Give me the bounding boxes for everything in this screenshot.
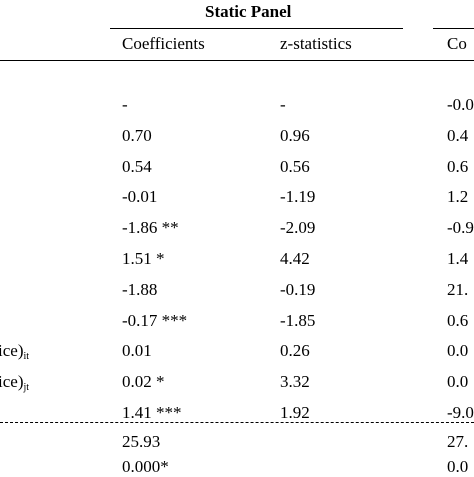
column-header-col3: Co xyxy=(447,34,467,53)
coefficient-cell: 0.54 xyxy=(122,157,152,176)
column-header-z-statistics: z-statistics xyxy=(280,34,352,53)
coefficient-cell: 0.01 xyxy=(122,341,152,360)
col3-cell: -9.0 xyxy=(447,403,474,422)
row-label: ice)jt xyxy=(0,372,30,393)
coefficient-cell: - xyxy=(122,95,128,114)
col3-cell: 0.0 xyxy=(447,341,469,360)
header-rule xyxy=(0,60,474,61)
col3-cell: 1.4 xyxy=(447,249,469,268)
z-statistic-cell: -2.09 xyxy=(280,218,316,237)
coefficient-cell: -1.88 xyxy=(122,280,158,299)
z-statistic-cell: 4.42 xyxy=(280,249,310,268)
coefficient-cell: 0.02 * xyxy=(122,372,165,391)
footer-dashed-rule xyxy=(0,422,474,423)
z-statistic-cell: 1.92 xyxy=(280,403,310,422)
z-statistic-cell: -1.19 xyxy=(280,187,316,206)
z-statistic-cell: -1.85 xyxy=(280,311,316,330)
row-label-text: ice) xyxy=(0,372,24,391)
coefficient-cell: 1.41 *** xyxy=(122,403,182,422)
footer-coefficient-cell: 25.93 xyxy=(122,432,161,451)
coefficient-cell: -0.01 xyxy=(122,187,158,206)
column-header-coefficients: Coefficients xyxy=(122,34,205,53)
footer-col3-cell: 27. xyxy=(447,432,469,451)
z-statistic-cell: 0.26 xyxy=(280,341,310,360)
row-label-text: ice) xyxy=(0,341,24,360)
col3-cell: 0.6 xyxy=(447,157,469,176)
row-label-subscript: it xyxy=(23,351,30,362)
coefficient-cell: 0.70 xyxy=(122,126,152,145)
row-label: ice)it xyxy=(0,341,30,362)
coefficient-cell: 1.51 * xyxy=(122,249,165,268)
z-statistic-cell: 0.56 xyxy=(280,157,310,176)
z-statistic-cell: -0.19 xyxy=(280,280,316,299)
z-statistic-cell: 0.96 xyxy=(280,126,310,145)
col3-cell: 0.4 xyxy=(447,126,469,145)
z-statistic-cell: 3.32 xyxy=(280,372,310,391)
col3-cell: 1.2 xyxy=(447,187,469,206)
z-statistic-cell: - xyxy=(280,95,286,114)
col3-cell: 0.0 xyxy=(447,372,469,391)
footer-col3-cell: 0.0 xyxy=(447,457,469,476)
panel-title: Static Panel xyxy=(205,2,292,21)
coefficient-cell: -1.86 ** xyxy=(122,218,179,237)
coefficient-cell: -0.17 *** xyxy=(122,311,188,330)
panel-title-underline xyxy=(110,28,403,29)
row-label-subscript: jt xyxy=(23,382,30,393)
col3-cell: 0.6 xyxy=(447,311,469,330)
col3-cell: -0.9 xyxy=(447,218,474,237)
footer-coefficient-cell: 0.000* xyxy=(122,457,169,476)
col3-cell: 21. xyxy=(447,280,469,299)
col3-cell: -0.0 xyxy=(447,95,474,114)
panel2-title-underline xyxy=(433,28,474,29)
